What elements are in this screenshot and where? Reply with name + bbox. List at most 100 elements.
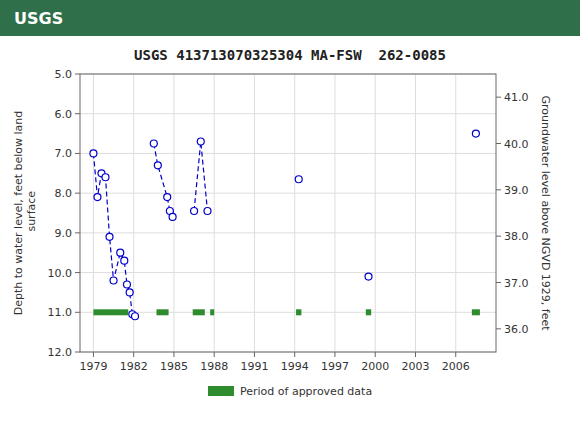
tick-label: 2006: [442, 360, 470, 373]
tick: [455, 352, 456, 357]
data-point: [117, 249, 124, 256]
tick-label: 2003: [401, 360, 429, 373]
tick: [75, 113, 80, 114]
tick-label: 1988: [200, 360, 228, 373]
tick: [334, 352, 335, 357]
tick-label: 10.0: [48, 267, 73, 280]
tick: [254, 352, 255, 357]
data-point: [169, 213, 176, 220]
data-point: [191, 208, 198, 215]
data-point: [121, 257, 128, 264]
data-point: [126, 289, 133, 296]
approved-period: [472, 309, 480, 315]
grid-line: [294, 74, 295, 352]
data-point: [132, 313, 139, 320]
tick: [496, 282, 501, 283]
tick-label: 11.0: [48, 306, 73, 319]
tick-label: 38.0: [504, 230, 529, 243]
grid: [80, 74, 496, 352]
tick: [496, 97, 501, 98]
tick-label: 1994: [281, 360, 309, 373]
tick: [75, 312, 80, 313]
data-point: [197, 138, 204, 145]
approved-period: [210, 309, 214, 315]
data-point: [295, 176, 302, 183]
grid-line: [80, 232, 496, 233]
tick: [214, 352, 215, 357]
tick: [496, 189, 501, 190]
legend-swatch: [208, 386, 234, 396]
data-point: [90, 150, 97, 157]
tick: [75, 193, 80, 194]
data-point: [164, 194, 171, 201]
tick-label: 7.0: [55, 147, 73, 160]
tick-label: 1997: [321, 360, 349, 373]
tick: [93, 352, 94, 357]
data-point: [150, 140, 157, 147]
legend: Period of approved data: [208, 385, 372, 398]
tick: [133, 352, 134, 357]
grid-line: [80, 312, 496, 313]
data-point: [365, 273, 372, 280]
tick-label: 8.0: [55, 187, 73, 200]
tick: [496, 236, 501, 237]
y-axis-label-line: Depth to water level, feet below land: [12, 111, 25, 316]
series-line: [93, 153, 135, 316]
grid-line: [415, 74, 416, 352]
grid-line: [80, 113, 496, 114]
tick: [75, 352, 80, 353]
tick-label: 1982: [120, 360, 148, 373]
approved-period: [296, 309, 301, 315]
plot-area: [80, 74, 496, 352]
data-point: [123, 281, 130, 288]
series-line: [194, 142, 207, 212]
tick-label: 1991: [240, 360, 268, 373]
y2-axis-label: Groundwater level above NGVD 1929, feet: [539, 95, 552, 331]
y-axis-label: Depth to water level, feet below land su…: [12, 111, 38, 316]
tick-label: 2000: [361, 360, 389, 373]
grid-line: [334, 74, 335, 352]
series-line: [154, 144, 173, 217]
tick-label: 39.0: [504, 184, 529, 197]
data-point: [94, 194, 101, 201]
annotation: USGS: [14, 9, 63, 28]
plot-frame: [80, 74, 496, 352]
data-point: [106, 233, 113, 240]
header-band: [0, 0, 580, 36]
data-point: [472, 130, 479, 137]
tick-label: 41.0: [504, 91, 529, 104]
data-point: [154, 162, 161, 169]
tick: [375, 352, 376, 357]
marks: [90, 130, 480, 320]
tick: [75, 74, 80, 75]
grid-line: [455, 74, 456, 352]
tick: [294, 352, 295, 357]
grid-line: [254, 74, 255, 352]
tick: [496, 328, 501, 329]
approved-period: [93, 309, 128, 315]
approved-period: [366, 309, 371, 315]
grid-line: [375, 74, 376, 352]
approved-period: [156, 309, 168, 315]
tick: [173, 352, 174, 357]
data-point: [204, 208, 211, 215]
tick: [496, 143, 501, 144]
tick-label: 12.0: [48, 346, 73, 359]
data-point: [110, 277, 117, 284]
tick-label: 1979: [79, 360, 107, 373]
grid-line: [80, 272, 496, 273]
legend-label: Period of approved data: [240, 385, 372, 398]
y-axis-label-line: surface: [25, 191, 38, 235]
grid-line: [80, 153, 496, 154]
tick-label: 1985: [160, 360, 188, 373]
tick-label: 37.0: [504, 277, 529, 290]
approved-period: [193, 309, 205, 315]
tick: [415, 352, 416, 357]
chart: USGSUSGS 413713070325304 MA-FSW 262-0085…: [0, 0, 580, 430]
tick-label: 36.0: [504, 323, 529, 336]
tick: [75, 272, 80, 273]
tick-label: 6.0: [55, 108, 73, 121]
tick-label: 5.0: [55, 68, 73, 81]
tick-label: 9.0: [55, 227, 73, 240]
data-point: [102, 174, 109, 181]
